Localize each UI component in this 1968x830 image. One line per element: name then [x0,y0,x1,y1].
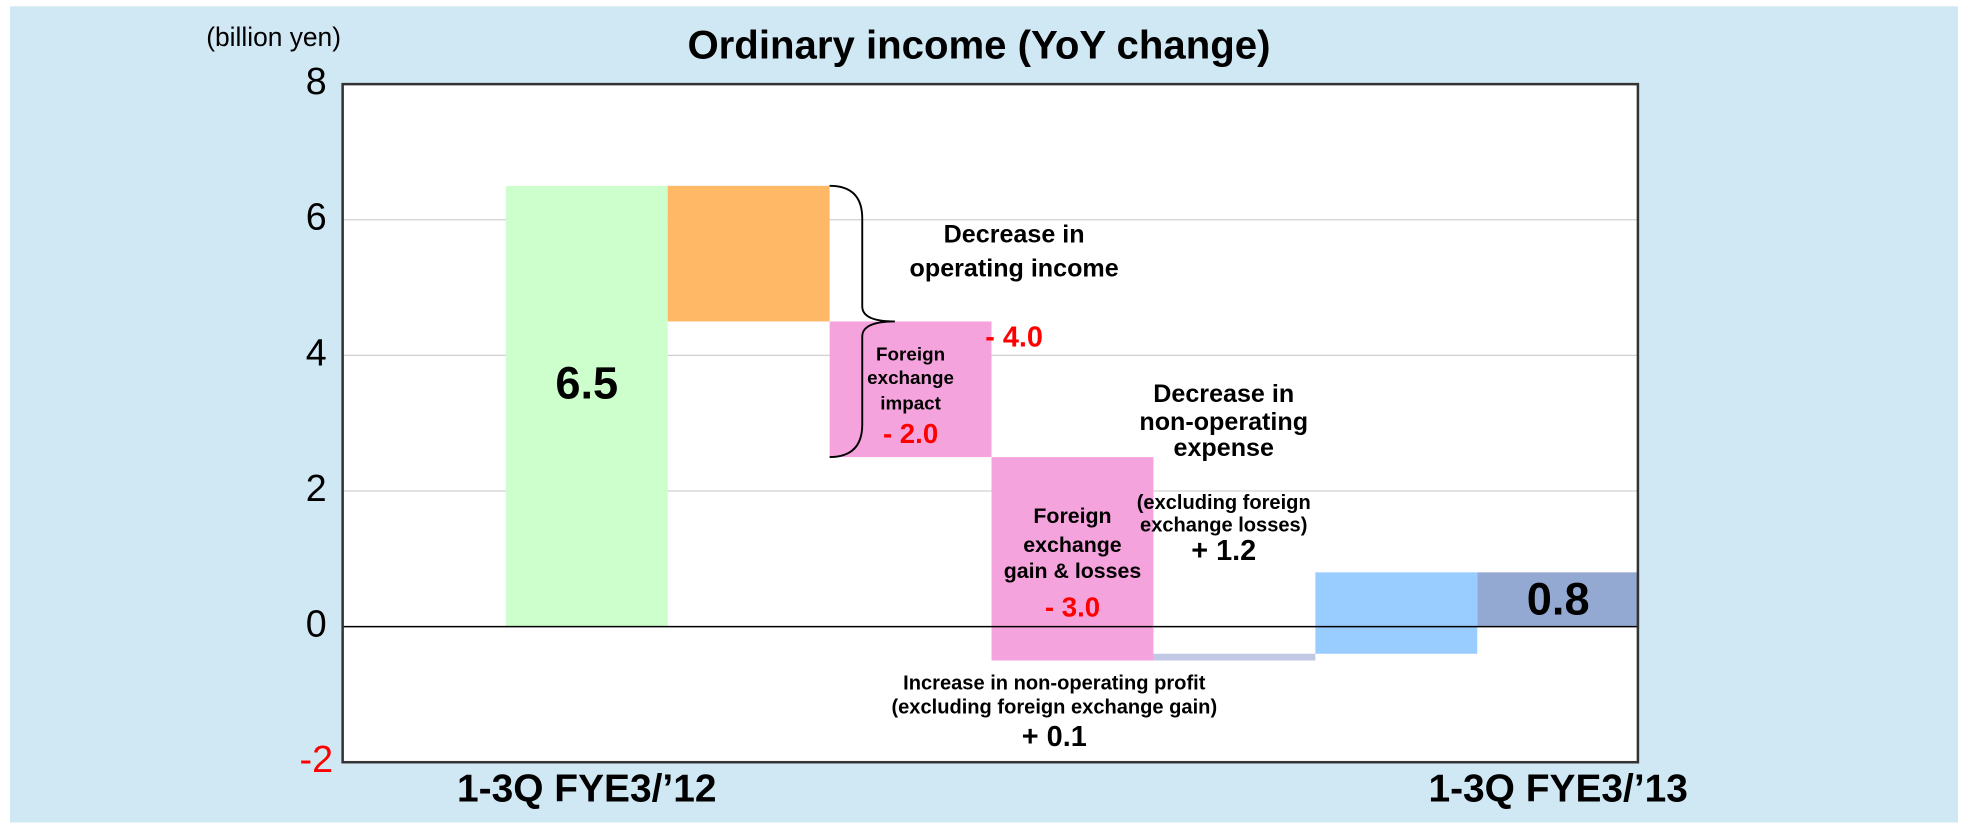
bar-label: impact [880,392,941,413]
y-tick-label: 0 [306,603,327,645]
bracket-label: Decrease in [944,221,1085,249]
y-tick-label: 2 [306,467,327,509]
bar-label: Increase in non-operating profit [903,673,1206,695]
bar-label: expense [1174,434,1274,462]
bar [1315,572,1478,654]
bar-label: exchange [867,367,954,388]
bracket-value: - 4.0 [985,322,1043,354]
bar-label: (excluding foreign exchange gain) [891,697,1217,719]
bar [1153,653,1316,661]
value-label: + 1.2 [1191,535,1256,567]
bar [667,185,830,322]
x-tick-label: 1-3Q FYE3/’12 [457,767,716,810]
x-tick-label: 1-3Q FYE3/’13 [1428,767,1687,810]
bar [1477,572,1640,627]
y-tick-label: -2 [300,738,333,780]
chart-title: Ordinary income (YoY change) [687,22,1270,67]
y-tick-label: 8 [306,60,327,102]
value-label: 6.5 [555,358,618,409]
y-tick-label: 6 [306,196,327,238]
bar [505,185,668,627]
bar-label: non-operating [1139,408,1308,436]
value-label: - 2.0 [883,418,938,449]
bracket [829,184,895,459]
value-label: - 3.0 [1045,591,1100,622]
y-axis-label: (billion yen) [206,22,341,52]
bar-label: gain & losses [1004,559,1141,583]
value-label: + 0.1 [1022,721,1087,753]
bar [829,321,992,458]
bar-note: (excluding foreign [1137,492,1311,514]
bracket-label: operating income [910,255,1119,283]
plot-frame [341,82,1640,764]
value-label: 0.8 [1527,574,1590,625]
y-tick-label: 4 [306,331,327,373]
bar-label: exchange [1023,533,1122,557]
bar-label: Foreign [876,343,945,364]
bar-note: exchange losses) [1140,514,1307,536]
bar-label: Decrease in [1153,380,1294,408]
bar-label: Foreign [1033,504,1111,528]
